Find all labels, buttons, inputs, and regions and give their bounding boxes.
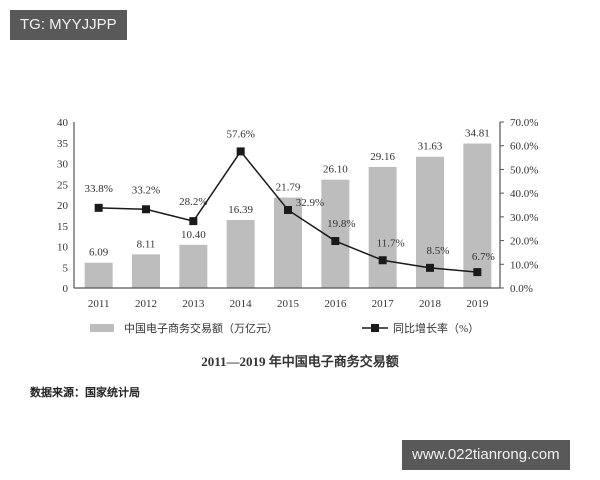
bar-label: 8.11: [137, 238, 156, 250]
right-tick: 40.0%: [510, 188, 538, 200]
line-label: 11.7%: [377, 237, 405, 249]
line-marker: [331, 237, 340, 246]
line-label: 57.6%: [226, 128, 254, 140]
legend-bar-label: 中国电子商务交易额（万亿元）: [124, 321, 278, 335]
line-marker: [473, 268, 482, 277]
right-tick: 70.0%: [510, 117, 538, 129]
line-marker: [189, 217, 198, 226]
bar-label: 10.40: [181, 229, 206, 241]
x-tick: 2013: [182, 298, 205, 310]
legend-line-label: 同比增长率（%）: [393, 321, 479, 335]
bar-2016: [321, 179, 350, 288]
right-tick: 0.0%: [510, 283, 533, 295]
line-label: 6.7%: [472, 251, 495, 263]
line-label: 28.2%: [179, 196, 207, 208]
x-tick: 2019: [466, 298, 489, 310]
x-tick: 2017: [372, 298, 395, 310]
left-tick: 40: [57, 117, 69, 129]
x-tick: 2011: [88, 298, 110, 310]
line-marker: [284, 205, 292, 214]
bar-2013: [179, 244, 208, 288]
line-marker: [142, 205, 150, 214]
bar-label: 6.09: [89, 247, 109, 259]
watermark-top: TG: MYYJJPP: [10, 10, 127, 40]
line-marker: [426, 263, 434, 272]
line-label: 32.9%: [296, 197, 324, 209]
line-label: 19.8%: [327, 218, 355, 230]
bar-label: 31.63: [418, 141, 443, 153]
right-tick: 20.0%: [510, 236, 538, 248]
bar-label: 34.81: [465, 128, 490, 140]
bar-label: 26.10: [323, 164, 348, 176]
x-tick: 2018: [419, 298, 442, 310]
line-label: 33.8%: [84, 183, 112, 195]
bar-2011: [84, 262, 113, 288]
line-label: 33.2%: [132, 184, 160, 196]
legend-bar-swatch: [90, 324, 114, 332]
left-tick: 25: [57, 179, 69, 191]
line-marker: [94, 203, 103, 212]
bar-label: 29.16: [370, 151, 395, 163]
x-tick: 2014: [230, 298, 253, 310]
x-tick: 2015: [277, 298, 300, 310]
left-tick: 10: [57, 242, 69, 254]
bar-2019: [463, 143, 492, 288]
legend-line-swatch: [371, 324, 379, 332]
left-tick: 30: [57, 159, 69, 171]
line-marker: [378, 256, 387, 265]
legend: 中国电子商务交易额（万亿元） 同比增长率（%）: [90, 321, 479, 335]
bar-2014: [226, 219, 255, 288]
chart-title: 2011—2019 年中国电子商务交易额: [201, 354, 399, 369]
left-tick: 15: [57, 221, 69, 233]
axes: 0 5 10 15 20 25 30 35 40 0.0% 10.0% 20.0% 30.0% 40.0%…: [57, 117, 538, 310]
bar-2012: [132, 254, 160, 288]
left-tick: 35: [57, 138, 69, 150]
line-marker: [236, 147, 245, 156]
left-tick: 5: [63, 262, 69, 274]
right-tick: 10.0%: [510, 259, 538, 271]
bar-label: 16.39: [228, 204, 253, 216]
bar-2017: [368, 166, 397, 288]
x-tick: 2012: [135, 298, 157, 310]
right-tick: 60.0%: [510, 141, 538, 153]
watermark-bottom: www.022tianrong.com: [402, 440, 570, 470]
left-tick: 20: [57, 200, 69, 212]
line-label: 8.5%: [427, 245, 450, 257]
x-tick: 2016: [324, 298, 347, 310]
line-series: 33.8% 33.2% 28.2% 57.6% 32.9%19.8% 11.7% 8.5% 6…: [84, 128, 495, 277]
right-tick: 50.0%: [510, 164, 538, 176]
bar-label: 21.79: [276, 182, 301, 194]
right-tick: 30.0%: [510, 212, 538, 224]
source-note: 数据来源：国家统计局: [30, 386, 140, 399]
left-tick: 0: [63, 283, 69, 295]
